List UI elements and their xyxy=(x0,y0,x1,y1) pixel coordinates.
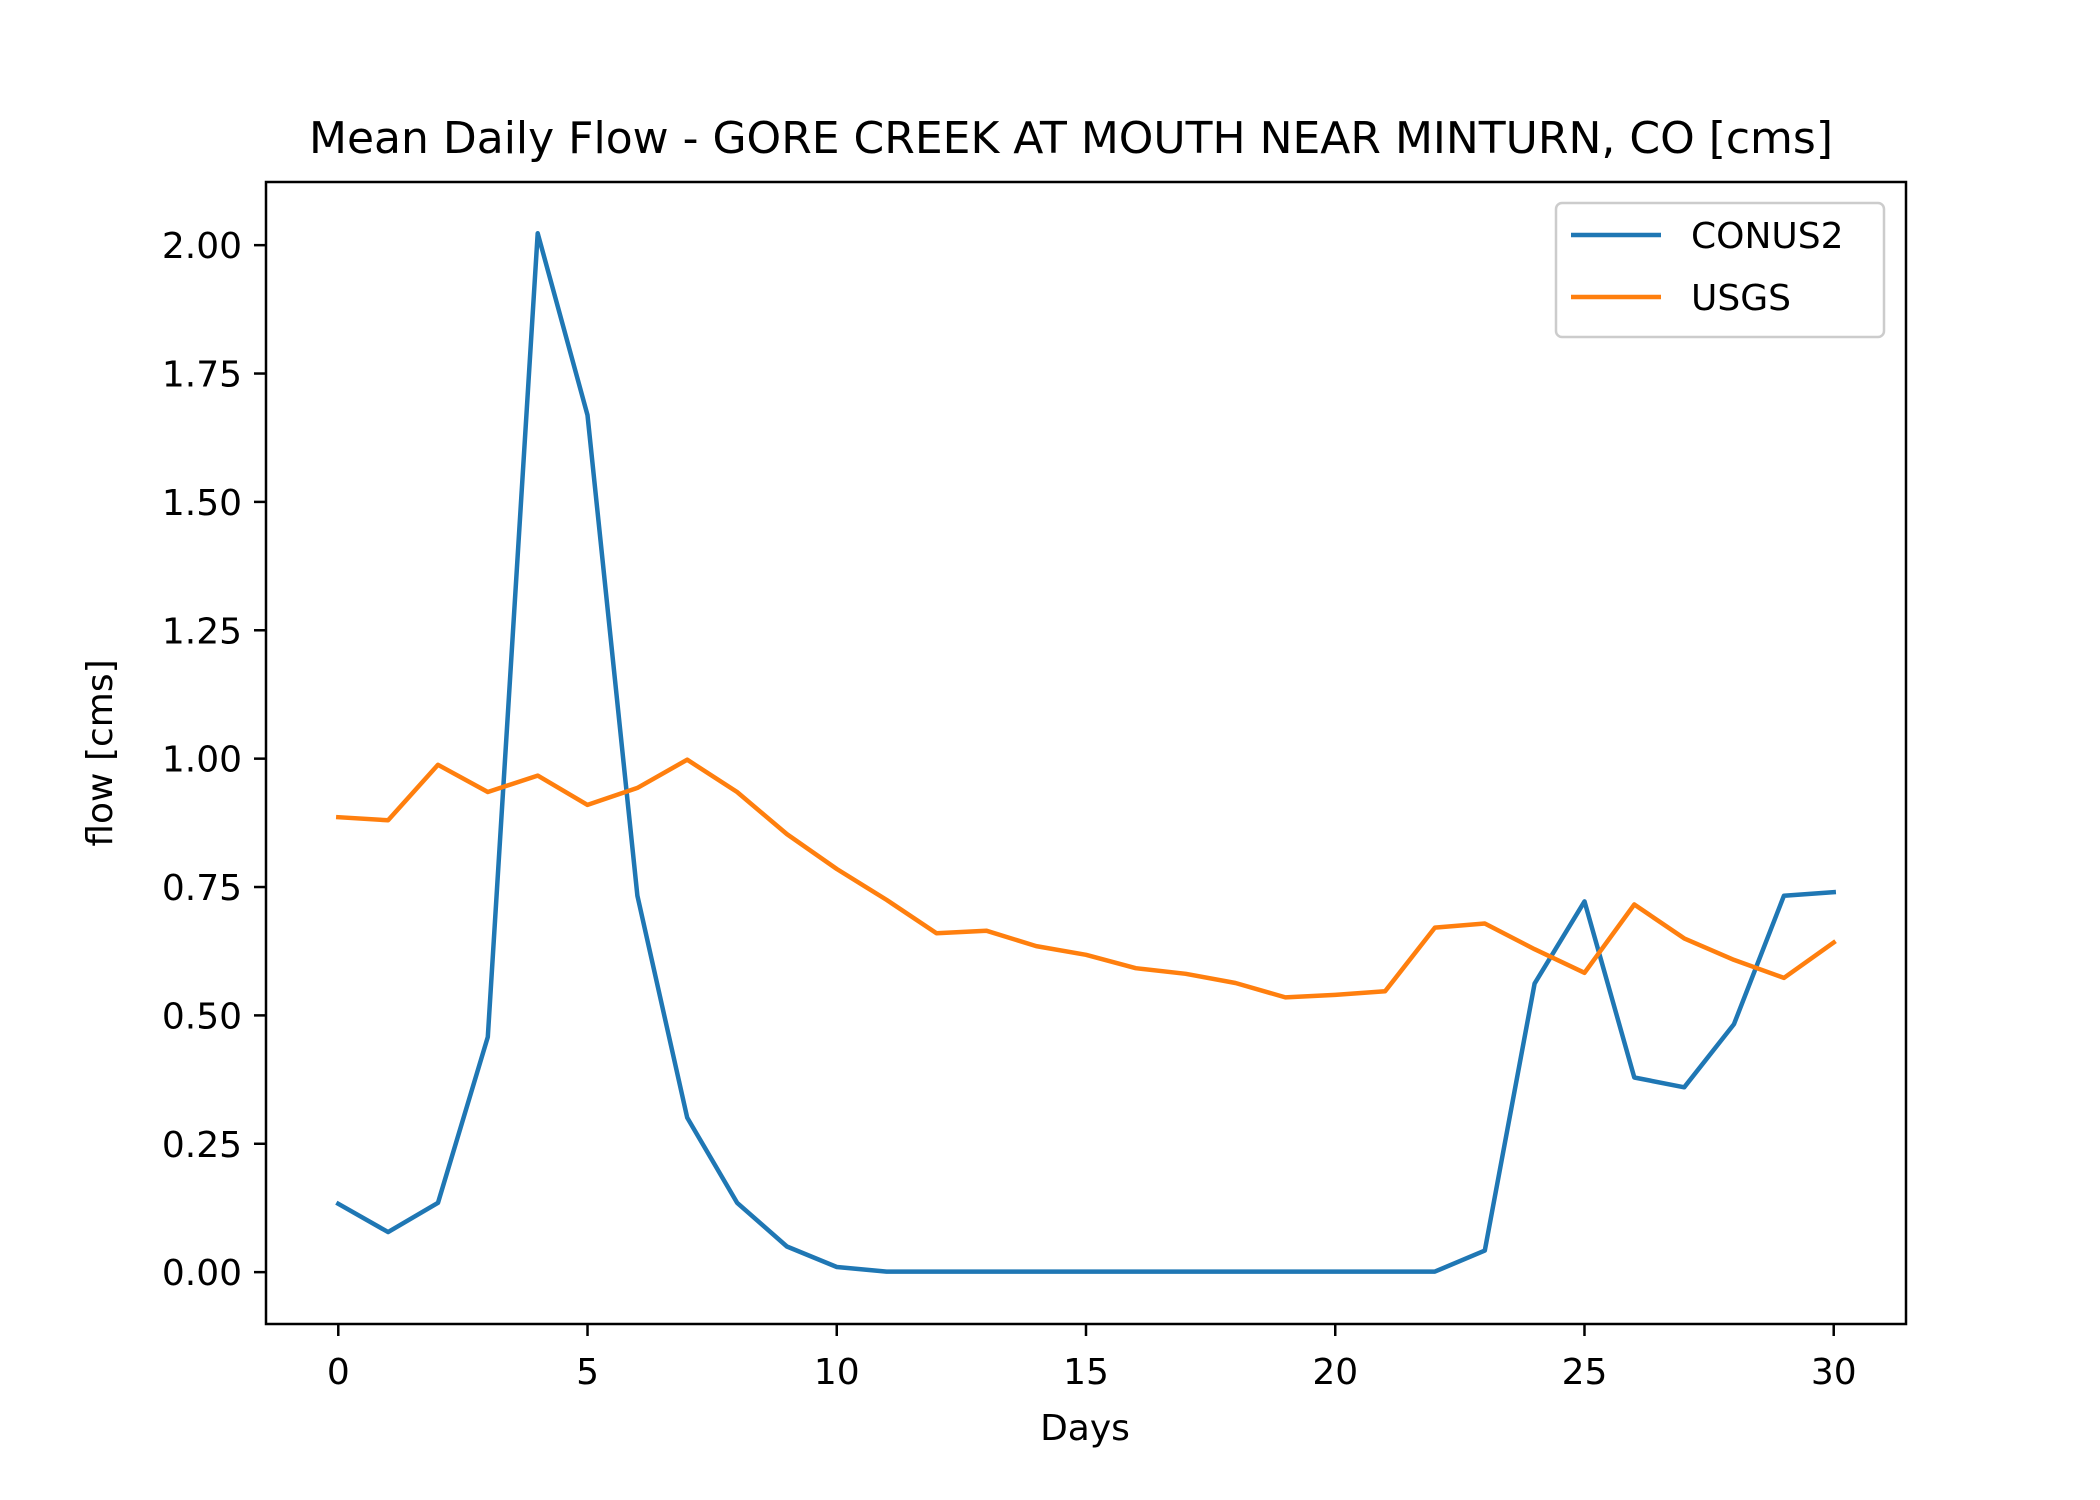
y-tick-label: 0.50 xyxy=(162,996,242,1037)
legend-label-usgs: USGS xyxy=(1691,278,1791,319)
y-tick-label: 1.50 xyxy=(162,483,242,524)
y-axis: 0.00 0.25 0.50 0.75 1.00 1.25 1.50 1.75 2.00 xyxy=(162,226,266,1294)
x-tick-label: 30 xyxy=(1811,1352,1857,1393)
y-tick-label: 0.75 xyxy=(162,868,242,909)
x-tick-label: 0 xyxy=(327,1352,350,1393)
x-tick-label: 25 xyxy=(1562,1352,1608,1393)
y-tick-label: 2.00 xyxy=(162,226,242,267)
x-tick-label: 5 xyxy=(576,1352,599,1393)
x-tick-label: 20 xyxy=(1312,1352,1358,1393)
x-tick-label: 15 xyxy=(1063,1352,1109,1393)
legend-label-conus2: CONUS2 xyxy=(1691,216,1844,257)
x-axis-label: Days xyxy=(1040,1408,1130,1449)
y-tick-label: 1.25 xyxy=(162,611,242,652)
y-tick-label: 0.00 xyxy=(162,1253,242,1294)
series-line-conus2 xyxy=(335,231,1837,1274)
y-tick-label: 1.00 xyxy=(162,740,242,781)
series-line-usgs xyxy=(335,757,1837,1000)
y-axis-label: flow [cms] xyxy=(80,659,121,846)
y-tick-label: 0.25 xyxy=(162,1125,242,1166)
y-tick-label: 1.75 xyxy=(162,355,242,396)
x-tick-label: 10 xyxy=(814,1352,860,1393)
x-axis: 0 5 10 15 20 25 30 xyxy=(327,1324,1857,1393)
legend: CONUS2 USGS xyxy=(1554,201,1886,339)
series-layer xyxy=(335,231,1837,1274)
chart-title: Mean Daily Flow - GORE CREEK AT MOUTH NE… xyxy=(309,113,1833,164)
